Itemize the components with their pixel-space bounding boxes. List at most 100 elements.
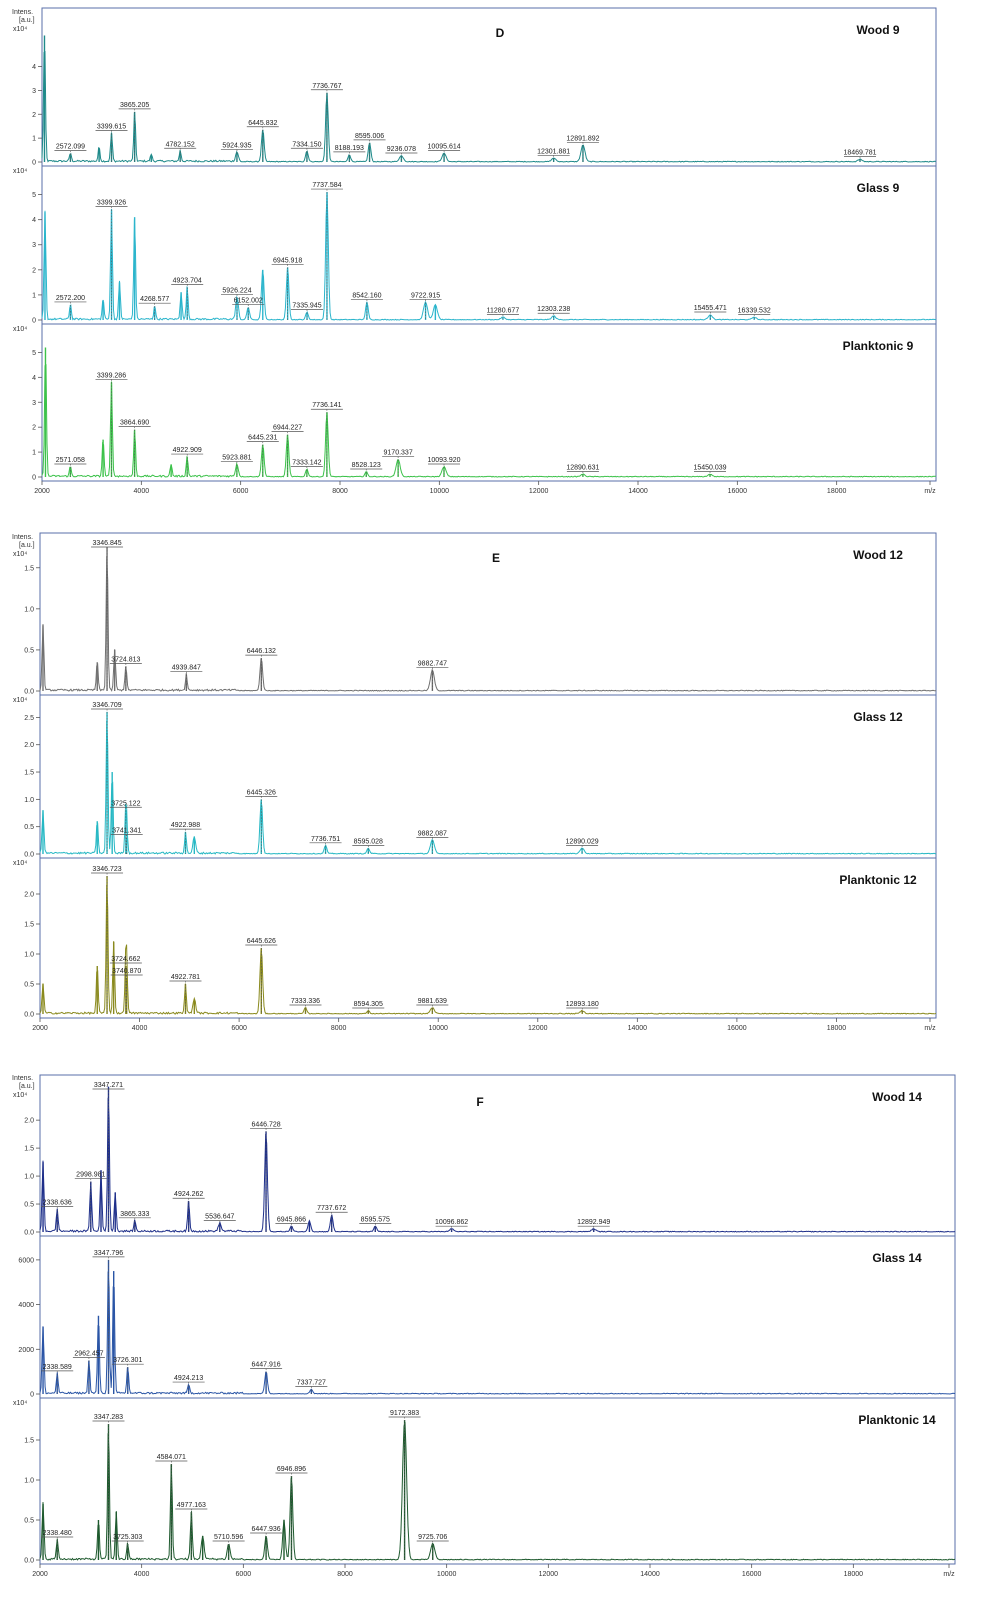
y-axis-unit: [a.u.] — [19, 542, 35, 549]
x-tick-label: 4000 — [132, 1025, 148, 1032]
sample-name: Planktonic 9 — [843, 339, 914, 353]
peak-label: 3346.845 — [92, 540, 121, 547]
y-tick-label: 1 — [32, 136, 36, 143]
peak-label: 5924.935 — [222, 142, 251, 149]
y-tick-label: 1 — [32, 292, 36, 299]
peak-label: 6447.916 — [252, 1362, 281, 1369]
peak-label: 8542.160 — [352, 292, 381, 299]
y-tick-label: 0.0 — [24, 689, 34, 696]
spectrum-trace — [39, 1097, 956, 1233]
spectrum-trace — [39, 884, 937, 1015]
spectrum-trace — [41, 50, 937, 163]
subplot-planktonic-9: x10⁴ 0 1 2 3 4 5 2571.058 3399.286 3864.690 4922.9… — [13, 323, 936, 482]
y-tick-label: 5 — [32, 350, 36, 357]
y-tick-label: 2 — [32, 425, 36, 432]
y-exponent-label: x10⁴ — [13, 697, 27, 704]
x-tick-label: 8000 — [332, 488, 348, 495]
sample-name: Glass 12 — [853, 710, 903, 724]
x-tick-label: 12000 — [539, 1571, 559, 1578]
y-tick-label: 1.5 — [24, 1438, 34, 1445]
y-tick-label: 5 — [32, 192, 36, 199]
peak-label: 3399.926 — [97, 200, 126, 207]
peak-label: 8595.006 — [355, 133, 384, 140]
x-tick-label: 18000 — [827, 1025, 847, 1032]
peak-label: 16339.532 — [738, 307, 771, 314]
x-tick-label: 10000 — [430, 488, 450, 495]
subplot-wood-14: x10⁴ 0.0 0.5 1.0 1.5 2.0 2338.636 2998.981 3347.… — [13, 1082, 956, 1237]
y-tick-label: 1.5 — [24, 1146, 34, 1153]
x-tick-label: 10000 — [437, 1571, 457, 1578]
peak-label: 3399.615 — [97, 123, 126, 130]
panel-letter: E — [492, 551, 500, 565]
x-tick-label: 18000 — [827, 488, 847, 495]
peak-label: 12301.881 — [537, 148, 570, 155]
subplot-planktonic-12: x10⁴ 0.0 0.5 1.0 1.5 2.0 3346.723 3724.662 3740.… — [13, 857, 937, 1019]
peak-label: 4922.781 — [171, 974, 200, 981]
y-exponent-label: x10⁴ — [13, 1092, 27, 1099]
peak-label: 4923.704 — [173, 277, 202, 284]
y-tick-label: 2 — [32, 112, 36, 119]
peak-label: 8594.305 — [354, 1001, 383, 1008]
peak-label: 4922.909 — [173, 447, 202, 454]
peak-label: 8528.123 — [352, 462, 381, 469]
peak-label: 9722.915 — [411, 292, 440, 299]
spectrum-panel-E: Intens.[a.u.]Ex10⁴0.00.51.01.53346.84537… — [12, 532, 937, 1032]
peak-label: 6445.326 — [247, 789, 276, 796]
peak-label: 7736.751 — [311, 836, 340, 843]
y-axis-title: Intens. — [12, 1075, 33, 1082]
x-tick-label: 16000 — [727, 1025, 747, 1032]
peak-label: 3726.301 — [113, 1357, 142, 1364]
peak-label: 9170.337 — [384, 450, 413, 457]
subplot-glass-9: x10⁴ 0 1 2 3 4 5 2572.200 3399.926 4268.577 4923.7… — [13, 165, 937, 325]
peak-label: 3725.122 — [111, 800, 140, 807]
y-tick-label: 3 — [32, 88, 36, 95]
peak-label: 6946.896 — [277, 1466, 306, 1473]
x-tick-label: m/z — [924, 1025, 936, 1032]
y-tick-label: 0.0 — [24, 1012, 34, 1019]
panel-frame — [39, 1074, 956, 1565]
peak-label: 9725.706 — [418, 1534, 447, 1541]
peak-label: 4782.152 — [166, 141, 195, 148]
peak-label: 3347.271 — [94, 1082, 123, 1089]
peak-label: 7333.336 — [291, 998, 320, 1005]
x-tick-label: 2000 — [32, 1571, 48, 1578]
spectrum-trace — [39, 1421, 956, 1561]
y-tick-label: 1.5 — [24, 922, 34, 929]
peak-label: 8595.028 — [354, 839, 383, 846]
y-tick-label: 3 — [32, 242, 36, 249]
peak-label: 4924.262 — [174, 1191, 203, 1198]
y-tick-label: 4 — [32, 64, 36, 71]
peak-label: 3740.870 — [112, 968, 141, 975]
peak-label: 9236.078 — [387, 146, 416, 153]
peak-label: 6447.936 — [252, 1526, 281, 1533]
x-tick-label: 8000 — [337, 1571, 353, 1578]
peak-label: 6446.132 — [247, 648, 276, 655]
y-tick-label: 0.5 — [24, 1202, 34, 1209]
y-tick-label: 0.5 — [24, 647, 34, 654]
peak-label: 10095.614 — [428, 144, 461, 151]
peak-label: 2998.981 — [76, 1172, 105, 1179]
peak-label: 12893.180 — [566, 1001, 599, 1008]
y-tick-label: 0 — [32, 475, 36, 482]
peak-label: 3724.813 — [111, 656, 140, 663]
peak-label: 5536.647 — [205, 1214, 234, 1221]
y-tick-label: 4000 — [18, 1302, 34, 1309]
peak-label: 9172.383 — [390, 1410, 419, 1417]
peak-label: 3864.690 — [120, 420, 149, 427]
y-axis-title: Intens. — [12, 534, 33, 541]
peak-label: 9882.087 — [418, 830, 447, 837]
y-tick-label: 1.0 — [24, 797, 34, 804]
y-tick-label: 0.5 — [24, 1518, 34, 1525]
peak-label: 10096.862 — [435, 1219, 468, 1226]
y-tick-label: 1.5 — [24, 770, 34, 777]
peak-label: 3725.303 — [113, 1534, 142, 1541]
peak-label: 4924.213 — [174, 1375, 203, 1382]
y-tick-label: 3 — [32, 400, 36, 407]
peak-label: 7334.150 — [292, 141, 321, 148]
peak-label: 6944.227 — [273, 425, 302, 432]
y-tick-label: 1 — [32, 450, 36, 457]
subplot-wood-12: x10⁴ 0.0 0.5 1.0 1.5 3346.845 3724.813 4939.847… — [13, 540, 937, 696]
x-tick-label: 18000 — [844, 1571, 864, 1578]
peak-label: 7333.142 — [292, 460, 321, 467]
